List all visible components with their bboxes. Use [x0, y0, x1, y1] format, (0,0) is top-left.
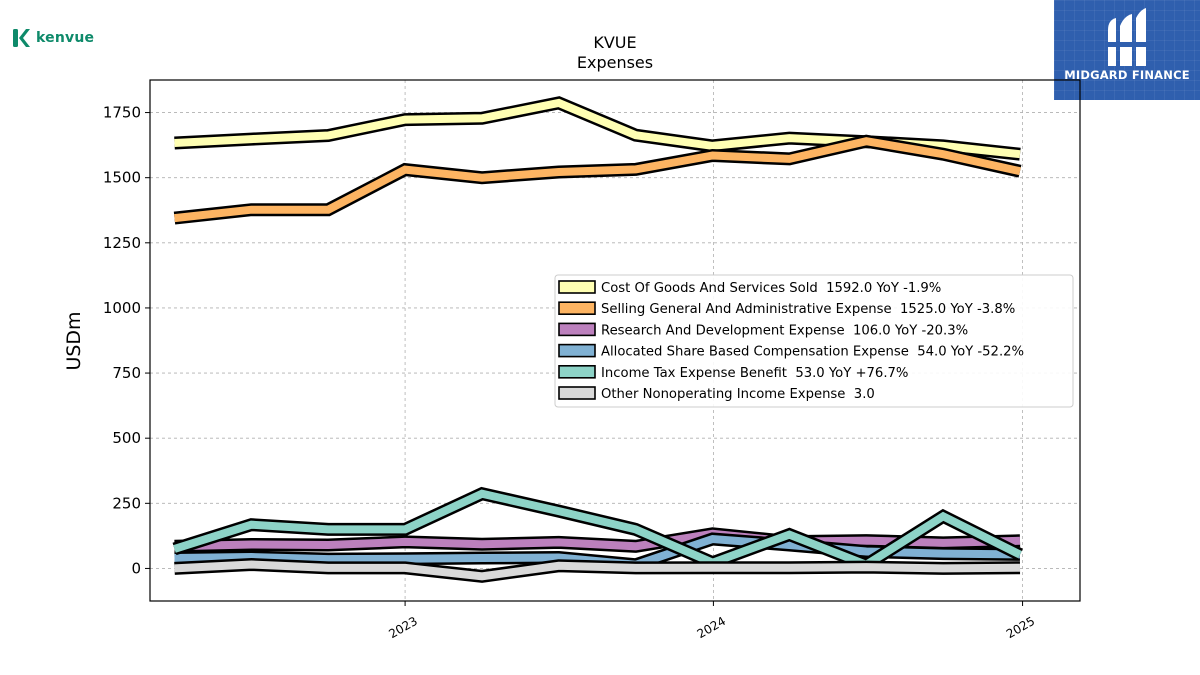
legend-swatch [558, 301, 596, 316]
legend-swatch [558, 386, 596, 400]
y-tick-label: 1500 [103, 169, 141, 187]
x-tick-label: 2023 [386, 614, 419, 641]
y-tick-label: 1750 [103, 104, 141, 122]
midgard-finance-logo: MIDGARD FINANCE [1054, 0, 1200, 100]
legend-entry: Selling General And Administrative Expen… [601, 302, 1015, 317]
legend-box [554, 274, 1074, 408]
legend-swatch [558, 280, 596, 294]
legend-entry: Allocated Share Based Compensation Expen… [601, 345, 1024, 360]
midgard-wordmark: MIDGARD FINANCE [1064, 68, 1190, 82]
series-line-4 [173, 489, 1022, 570]
chart-title: KVUE [593, 33, 636, 52]
legend-swatch [558, 322, 596, 337]
legend-swatch [558, 364, 596, 379]
kenvue-logo: kenvue [12, 28, 94, 48]
kenvue-mark-icon [13, 29, 30, 47]
midgard-mark-icon [1106, 8, 1148, 66]
axes: 0 250 500 750 1000 1250 1500 1750 2023 2024 2025 [103, 79, 1081, 641]
series-layer [172, 96, 1023, 583]
plot-frame [149, 79, 1081, 602]
y-axis-label: USDm [63, 311, 85, 370]
y-tick-label: 250 [112, 494, 141, 512]
y-tick-label: 750 [112, 364, 141, 382]
y-tick-label: 500 [112, 429, 141, 447]
legend-entry: Other Nonoperating Income Expense 3.0 [601, 387, 875, 402]
series-line-1 [174, 137, 1021, 223]
x-tick-label: 2024 [695, 614, 728, 641]
y-tick-label: 1250 [103, 234, 141, 252]
chart-subtitle: Expenses [577, 53, 653, 72]
y-tick-label: 0 [131, 559, 141, 577]
legend: Cost Of Goods And Services Sold 1592.0 Y… [554, 274, 1074, 408]
series-line-2 [174, 529, 1021, 551]
kenvue-wordmark: kenvue [36, 30, 95, 46]
series-line-5 [174, 560, 1021, 581]
legend-entry: Cost Of Goods And Services Sold 1592.0 Y… [601, 281, 941, 296]
x-tick-label: 2025 [1004, 614, 1037, 641]
legend-entry: Income Tax Expense Benefit 53.0 YoY +76.… [601, 366, 908, 381]
legend-entry: Research And Development Expense 106.0 Y… [601, 323, 968, 338]
y-tick-label: 1000 [103, 299, 141, 317]
legend-swatch [558, 343, 596, 358]
